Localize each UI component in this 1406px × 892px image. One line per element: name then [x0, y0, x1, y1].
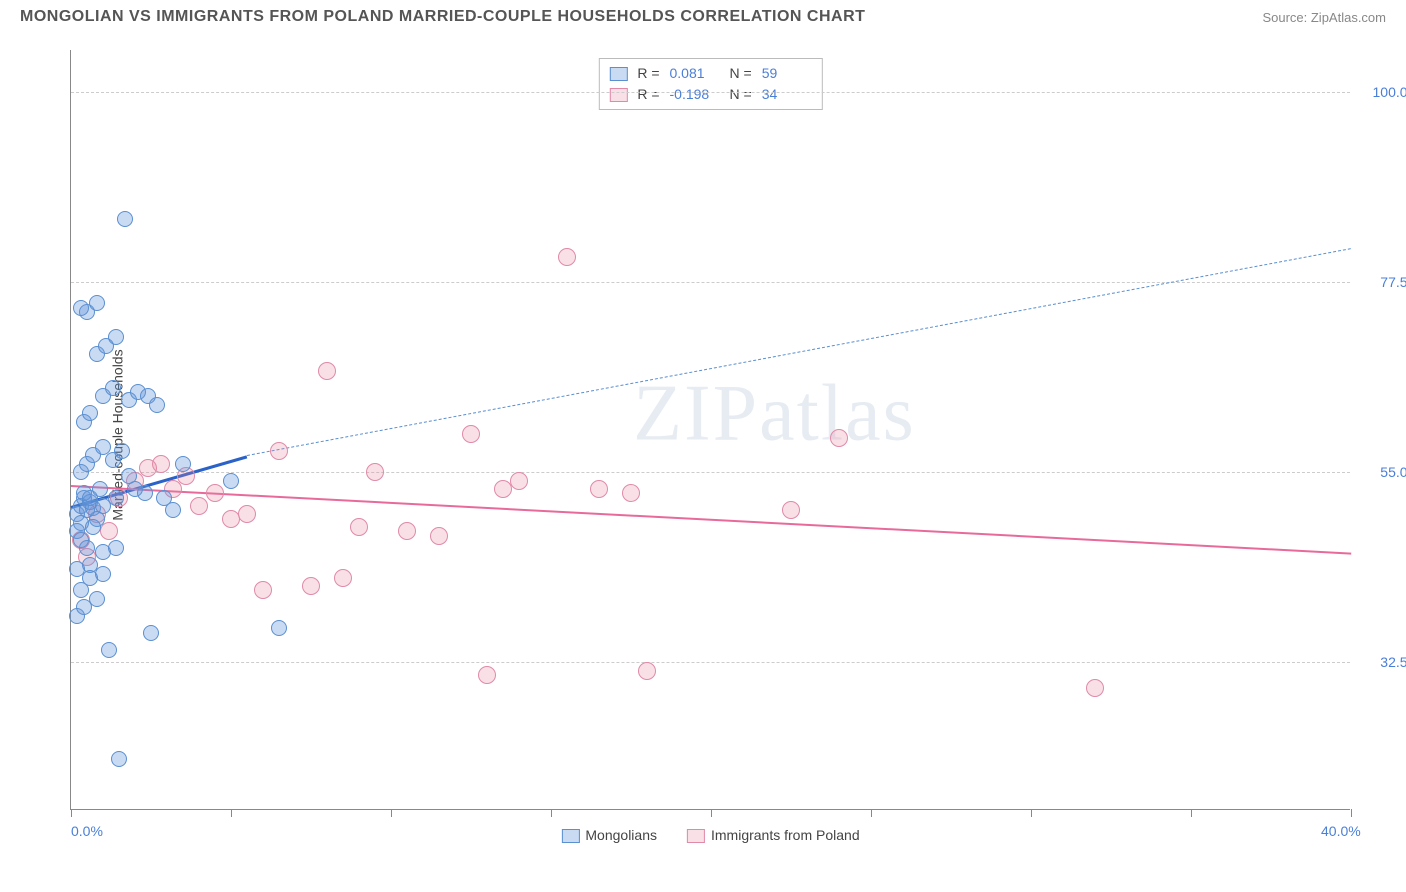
- data-point-blue: [117, 211, 133, 227]
- data-point-pink: [206, 484, 224, 502]
- data-point-blue: [165, 502, 181, 518]
- data-point-pink: [190, 497, 208, 515]
- stats-swatch-pink: [609, 88, 627, 102]
- x-tick: [391, 809, 392, 817]
- legend: Mongolians Immigrants from Poland: [561, 827, 859, 843]
- x-tick: [871, 809, 872, 817]
- x-tick: [711, 809, 712, 817]
- stats-row-pink: R = -0.198 N = 34: [609, 84, 811, 105]
- chart-area: Married-couple Households ZIPatlas R = 0…: [50, 50, 1380, 820]
- trend-line-extrapolated: [247, 248, 1351, 456]
- data-point-blue: [79, 540, 95, 556]
- x-tick-label: 40.0%: [1321, 823, 1361, 839]
- data-point-blue: [95, 566, 111, 582]
- data-point-pink: [590, 480, 608, 498]
- data-point-pink: [238, 505, 256, 523]
- data-point-pink: [830, 429, 848, 447]
- legend-swatch-pink: [687, 829, 705, 843]
- stats-row-blue: R = 0.081 N = 59: [609, 63, 811, 84]
- data-point-pink: [462, 425, 480, 443]
- source-attribution: Source: ZipAtlas.com: [1262, 10, 1386, 25]
- data-point-blue: [108, 540, 124, 556]
- data-point-blue: [149, 397, 165, 413]
- data-point-pink: [334, 569, 352, 587]
- watermark-zip: ZIP: [633, 370, 759, 458]
- r-value-blue: 0.081: [670, 63, 720, 84]
- data-point-pink: [100, 522, 118, 540]
- data-point-pink: [318, 362, 336, 380]
- legend-swatch-blue: [561, 829, 579, 843]
- x-tick: [1191, 809, 1192, 817]
- data-point-pink: [430, 527, 448, 545]
- data-point-pink: [152, 455, 170, 473]
- data-point-blue: [108, 329, 124, 345]
- gridline: [71, 662, 1350, 663]
- y-tick-label: 100.0%: [1360, 84, 1406, 100]
- x-tick: [1031, 809, 1032, 817]
- data-point-blue: [69, 561, 85, 577]
- scatter-plot: ZIPatlas R = 0.081 N = 59 R = -0.198 N =…: [70, 50, 1350, 810]
- legend-label-blue: Mongolians: [585, 827, 657, 843]
- legend-item-pink: Immigrants from Poland: [687, 827, 860, 843]
- n-label-blue: N =: [730, 63, 752, 84]
- source-name: ZipAtlas.com: [1311, 10, 1386, 25]
- data-point-pink: [366, 463, 384, 481]
- x-tick: [1351, 809, 1352, 817]
- n-label-pink: N =: [730, 84, 752, 105]
- y-tick-label: 32.5%: [1360, 654, 1406, 670]
- data-point-blue: [271, 620, 287, 636]
- stats-swatch-blue: [609, 67, 627, 81]
- r-label-pink: R =: [637, 84, 659, 105]
- data-point-blue: [105, 380, 121, 396]
- data-point-pink: [350, 518, 368, 536]
- legend-item-blue: Mongolians: [561, 827, 657, 843]
- title-bar: MONGOLIAN VS IMMIGRANTS FROM POLAND MARR…: [0, 0, 1406, 30]
- correlation-stats-box: R = 0.081 N = 59 R = -0.198 N = 34: [598, 58, 822, 110]
- data-point-blue: [143, 625, 159, 641]
- data-point-blue: [114, 443, 130, 459]
- y-tick-label: 77.5%: [1360, 274, 1406, 290]
- data-point-pink: [622, 484, 640, 502]
- n-value-blue: 59: [762, 63, 812, 84]
- data-point-blue: [137, 485, 153, 501]
- data-point-blue: [92, 481, 108, 497]
- n-value-pink: 34: [762, 84, 812, 105]
- data-point-blue: [73, 300, 89, 316]
- y-tick-label: 55.0%: [1360, 464, 1406, 480]
- data-point-blue: [85, 519, 101, 535]
- data-point-pink: [1086, 679, 1104, 697]
- data-point-pink: [254, 581, 272, 599]
- r-value-pink: -0.198: [670, 84, 720, 105]
- source-label: Source:: [1262, 10, 1310, 25]
- data-point-blue: [111, 751, 127, 767]
- legend-label-pink: Immigrants from Poland: [711, 827, 860, 843]
- data-point-blue: [223, 473, 239, 489]
- data-point-pink: [558, 248, 576, 266]
- x-tick-label: 0.0%: [71, 823, 103, 839]
- data-point-blue: [175, 456, 191, 472]
- data-point-pink: [782, 501, 800, 519]
- data-point-pink: [398, 522, 416, 540]
- gridline: [71, 472, 1350, 473]
- data-point-blue: [82, 405, 98, 421]
- r-label-blue: R =: [637, 63, 659, 84]
- data-point-pink: [638, 662, 656, 680]
- x-tick: [551, 809, 552, 817]
- data-point-pink: [302, 577, 320, 595]
- data-point-blue: [89, 591, 105, 607]
- data-point-blue: [108, 490, 124, 506]
- data-point-pink: [270, 442, 288, 460]
- chart-title: MONGOLIAN VS IMMIGRANTS FROM POLAND MARR…: [20, 8, 865, 26]
- watermark: ZIPatlas: [633, 369, 916, 460]
- gridline: [71, 92, 1350, 93]
- x-tick: [231, 809, 232, 817]
- data-point-pink: [510, 472, 528, 490]
- trend-line: [71, 485, 1351, 555]
- data-point-pink: [478, 666, 496, 684]
- data-point-blue: [89, 295, 105, 311]
- x-tick: [71, 809, 72, 817]
- data-point-blue: [101, 642, 117, 658]
